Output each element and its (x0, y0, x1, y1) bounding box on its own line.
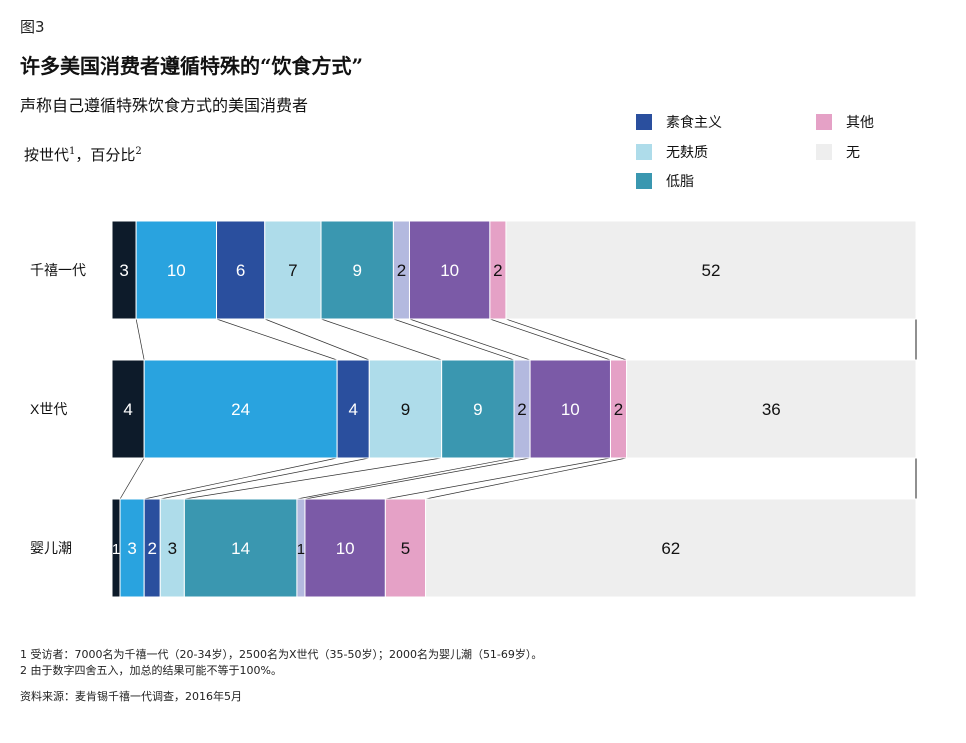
legend-label: 无 (846, 145, 860, 161)
bar-segment (441, 359, 515, 459)
data-label: 5 (401, 539, 410, 558)
data-label: 3 (127, 539, 136, 558)
bar-segment (529, 359, 611, 459)
data-label: 2 (147, 539, 156, 558)
connector-line (160, 457, 370, 500)
data-label: 4 (348, 400, 357, 419)
legend-item: 无麸质 (636, 142, 708, 162)
connector-line (216, 318, 338, 361)
data-label: 9 (352, 261, 361, 280)
legend-item: 低脂 (636, 171, 694, 191)
bar-segment (143, 359, 338, 459)
bar-segment (135, 220, 218, 320)
legend-label: 低脂 (666, 174, 694, 190)
data-label: 4 (123, 400, 132, 419)
data-label: 10 (336, 539, 355, 558)
data-label: 10 (440, 261, 459, 280)
bar-segment (320, 220, 394, 320)
data-label: 52 (702, 261, 721, 280)
bar-segment (505, 220, 917, 320)
connector-line (425, 457, 627, 500)
connector-line (135, 318, 145, 361)
connector-line (304, 457, 531, 500)
data-label: 62 (661, 539, 680, 558)
data-label: 36 (762, 400, 781, 419)
legend-label: 其他 (846, 115, 874, 131)
connector-line (393, 318, 515, 361)
data-label: 10 (561, 400, 580, 419)
connector-line (385, 457, 611, 500)
connector-line (296, 457, 515, 500)
bar-segment (111, 359, 145, 459)
data-label: 3 (119, 261, 128, 280)
legend-item: 素食主义 (636, 112, 722, 132)
data-label: 2 (517, 400, 526, 419)
data-label: 1 (112, 541, 120, 558)
footnote-1: 1 受访者：7000名为千禧一代（20-34岁），2500名为X世代（35-50… (20, 648, 543, 661)
bar-segment (626, 359, 917, 459)
category-label: 千禧一代 (30, 262, 86, 278)
bar-segment (368, 359, 443, 459)
bar-segment (119, 498, 145, 598)
category-label: 婴儿潮 (30, 540, 72, 556)
bar-segment (336, 359, 370, 459)
data-label: 1 (297, 541, 305, 558)
chart-subtitle: 声称自己遵循特殊饮食方式的美国消费者 (20, 96, 309, 115)
figure-label: 图3 (20, 18, 45, 36)
data-label: 2 (397, 261, 406, 280)
connector-line (119, 457, 145, 500)
legend-item: 无 (816, 142, 860, 162)
legend-swatch (816, 144, 832, 160)
data-label: 24 (231, 400, 250, 419)
connector-line (320, 318, 442, 361)
data-label: 2 (614, 400, 623, 419)
bar-segment (216, 220, 266, 320)
connector-line (184, 457, 442, 500)
legend-label: 素食主义 (666, 115, 722, 131)
chart-title: 许多美国消费者遵循特殊的“饮食方式” (20, 54, 364, 78)
connector-line (264, 318, 370, 361)
bar-segment (159, 498, 185, 598)
data-label: 9 (473, 400, 482, 419)
data-label: 6 (236, 261, 245, 280)
connector-line (505, 318, 627, 361)
data-label: 14 (231, 539, 250, 558)
bar-segment (384, 498, 427, 598)
bar-segment (264, 220, 322, 320)
bar-segment (111, 220, 137, 320)
legend-swatch (816, 114, 832, 130)
connector-line (409, 318, 531, 361)
legend-item: 其他 (816, 112, 874, 132)
legend-swatch (636, 114, 652, 130)
category-label: X世代 (30, 401, 67, 417)
unit-label: 按世代1，百分比2 (24, 144, 142, 165)
connector-line (144, 457, 338, 500)
legend-label: 无麸质 (666, 145, 708, 161)
legend-swatch (636, 173, 652, 189)
bar-segment (425, 498, 917, 598)
bar-segment (304, 498, 386, 598)
connector-line (489, 318, 611, 361)
data-label: 7 (288, 261, 297, 280)
data-label: 3 (168, 539, 177, 558)
data-label: 10 (167, 261, 186, 280)
data-label: 9 (401, 400, 410, 419)
footnote-2: 2 由于数字四舍五入，加总的结果可能不等于100%。 (20, 664, 282, 677)
data-label: 2 (493, 261, 502, 280)
unit-text: 按世代 (24, 146, 70, 164)
unit-sup1: 1 (69, 146, 76, 157)
unit-sep: ，百分比 (75, 146, 136, 164)
bar-segment (183, 498, 298, 598)
legend-swatch (636, 144, 652, 160)
unit-sup2: 2 (135, 146, 142, 157)
source-note: 资料来源：麦肯锡千禧一代调查，2016年5月 (20, 690, 242, 703)
